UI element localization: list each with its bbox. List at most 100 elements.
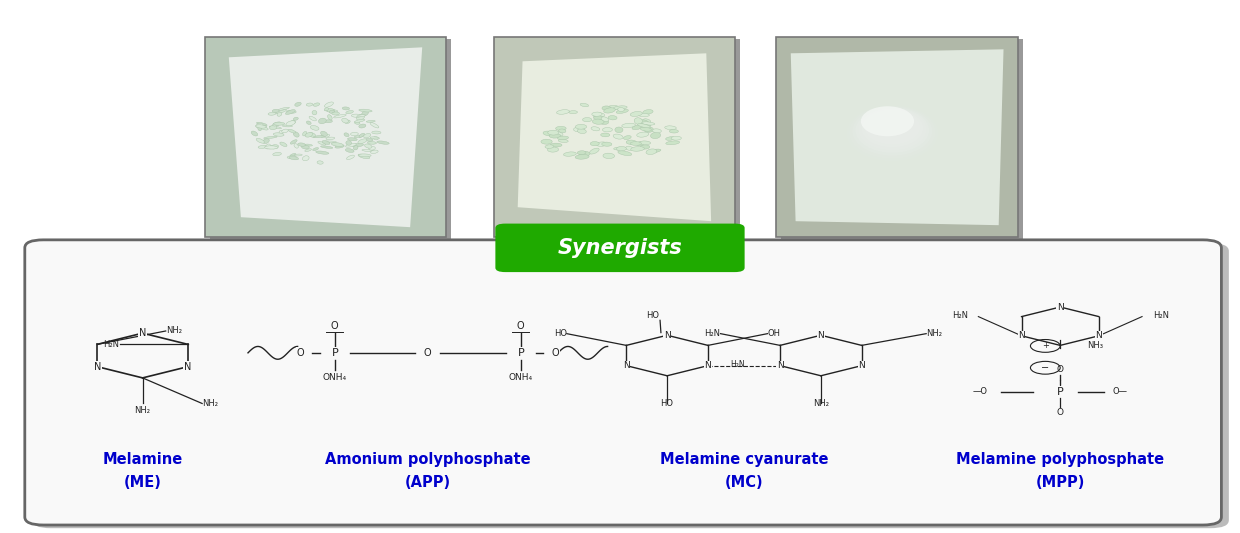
- Ellipse shape: [358, 154, 371, 157]
- Ellipse shape: [847, 106, 939, 161]
- Text: H₂N: H₂N: [952, 311, 967, 320]
- Ellipse shape: [312, 148, 319, 151]
- Ellipse shape: [310, 125, 319, 130]
- Text: N: N: [622, 361, 630, 370]
- Ellipse shape: [598, 118, 609, 124]
- Ellipse shape: [263, 139, 269, 143]
- Ellipse shape: [630, 142, 641, 146]
- Ellipse shape: [321, 146, 332, 148]
- Ellipse shape: [640, 127, 651, 131]
- Ellipse shape: [305, 132, 312, 137]
- Ellipse shape: [290, 120, 295, 124]
- Ellipse shape: [858, 109, 926, 150]
- Ellipse shape: [632, 125, 644, 130]
- Ellipse shape: [322, 141, 330, 144]
- Ellipse shape: [601, 117, 609, 122]
- Ellipse shape: [332, 112, 340, 115]
- Ellipse shape: [305, 149, 311, 151]
- Ellipse shape: [258, 125, 262, 131]
- Text: P: P: [331, 348, 339, 358]
- Ellipse shape: [665, 126, 676, 130]
- Ellipse shape: [264, 146, 278, 149]
- Ellipse shape: [326, 137, 335, 140]
- Text: Amonium polyphosphate: Amonium polyphosphate: [325, 453, 531, 467]
- Text: HO: HO: [554, 329, 567, 338]
- Ellipse shape: [642, 122, 655, 125]
- Text: NH₂: NH₂: [813, 399, 828, 408]
- Ellipse shape: [621, 123, 635, 127]
- Text: +: +: [1042, 342, 1049, 350]
- Ellipse shape: [366, 120, 376, 122]
- Ellipse shape: [546, 145, 554, 148]
- FancyBboxPatch shape: [210, 39, 451, 239]
- Text: O: O: [424, 348, 432, 358]
- Polygon shape: [518, 53, 712, 221]
- Ellipse shape: [346, 155, 355, 159]
- Ellipse shape: [306, 121, 311, 125]
- FancyBboxPatch shape: [32, 243, 1229, 528]
- Ellipse shape: [345, 149, 355, 152]
- Ellipse shape: [591, 112, 603, 116]
- Ellipse shape: [649, 149, 661, 153]
- Ellipse shape: [264, 136, 278, 139]
- Text: ONH₄: ONH₄: [322, 373, 347, 382]
- Ellipse shape: [642, 110, 653, 114]
- Ellipse shape: [547, 147, 558, 152]
- Ellipse shape: [258, 146, 268, 148]
- Ellipse shape: [255, 125, 267, 128]
- Ellipse shape: [325, 120, 332, 123]
- Ellipse shape: [868, 111, 918, 142]
- Ellipse shape: [549, 134, 560, 138]
- Ellipse shape: [852, 107, 932, 156]
- Ellipse shape: [556, 126, 567, 131]
- Ellipse shape: [273, 123, 285, 125]
- Text: N: N: [94, 362, 102, 372]
- Ellipse shape: [358, 124, 366, 128]
- Ellipse shape: [356, 114, 365, 120]
- Ellipse shape: [558, 139, 568, 142]
- Ellipse shape: [543, 131, 556, 136]
- Text: NH₂: NH₂: [166, 327, 182, 335]
- Ellipse shape: [343, 133, 350, 136]
- Ellipse shape: [368, 147, 376, 150]
- Ellipse shape: [294, 144, 299, 148]
- Ellipse shape: [372, 131, 381, 134]
- Ellipse shape: [279, 107, 289, 110]
- Ellipse shape: [365, 144, 372, 148]
- Ellipse shape: [317, 141, 326, 145]
- Ellipse shape: [281, 129, 288, 133]
- Text: NH₂: NH₂: [926, 329, 942, 338]
- Ellipse shape: [357, 115, 366, 117]
- Ellipse shape: [579, 151, 590, 156]
- Ellipse shape: [312, 110, 317, 115]
- Text: Melamine polyphosphate: Melamine polyphosphate: [956, 453, 1164, 467]
- Text: PBT: PBT: [596, 243, 631, 261]
- Ellipse shape: [362, 149, 374, 152]
- Text: N: N: [139, 328, 146, 338]
- Text: Melamine cyanurate: Melamine cyanurate: [660, 453, 828, 467]
- Ellipse shape: [270, 144, 279, 149]
- Ellipse shape: [279, 130, 284, 134]
- Text: NH₂: NH₂: [202, 399, 218, 408]
- Text: P: P: [517, 348, 525, 358]
- Text: N: N: [663, 331, 671, 340]
- Ellipse shape: [583, 118, 591, 122]
- Ellipse shape: [575, 124, 587, 129]
- Ellipse shape: [298, 143, 305, 146]
- Text: O: O: [1056, 365, 1064, 374]
- Ellipse shape: [319, 118, 326, 124]
- Ellipse shape: [351, 114, 361, 117]
- Ellipse shape: [666, 141, 680, 144]
- Ellipse shape: [280, 142, 286, 147]
- Text: P: P: [1056, 387, 1064, 397]
- Ellipse shape: [578, 128, 587, 134]
- Ellipse shape: [309, 116, 316, 121]
- Ellipse shape: [309, 133, 316, 138]
- Text: N: N: [858, 361, 866, 370]
- Text: Synergists: Synergists: [558, 238, 682, 258]
- Ellipse shape: [373, 136, 378, 140]
- Ellipse shape: [636, 132, 649, 137]
- Ellipse shape: [557, 110, 569, 114]
- Ellipse shape: [355, 119, 365, 123]
- Ellipse shape: [590, 142, 599, 146]
